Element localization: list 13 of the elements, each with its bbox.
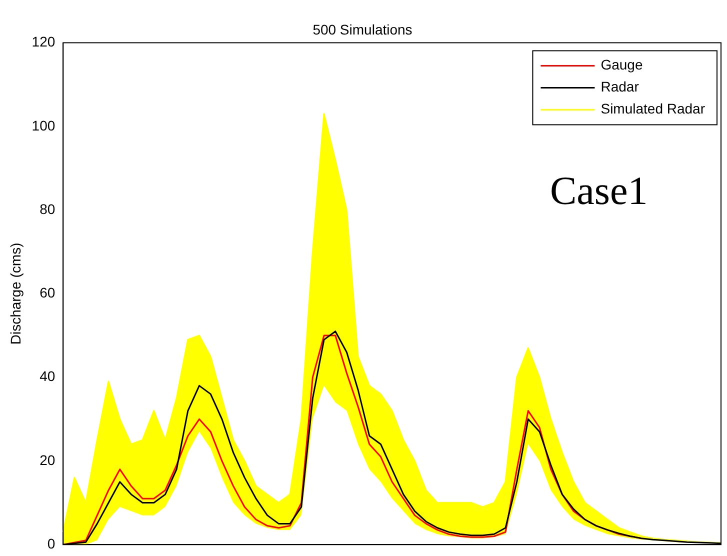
legend-label: Gauge — [600, 56, 643, 73]
legend-label: Radar — [600, 78, 640, 95]
chart-title: 500 Simulations — [312, 21, 412, 38]
y-axis-title: Discharge (cms) — [7, 242, 24, 345]
y-tick-label: 80 — [40, 200, 56, 217]
y-tick-label: 0 — [47, 535, 56, 552]
y-tick-label: 100 — [32, 117, 56, 134]
y-tick-label: 20 — [40, 452, 56, 468]
y-tick-label: 60 — [40, 284, 56, 301]
legend-label: Simulated Radar — [600, 100, 706, 117]
annotation: Case1 — [550, 168, 648, 213]
y-tick-label: 40 — [40, 368, 56, 384]
y-tick-label: 120 — [32, 34, 56, 50]
